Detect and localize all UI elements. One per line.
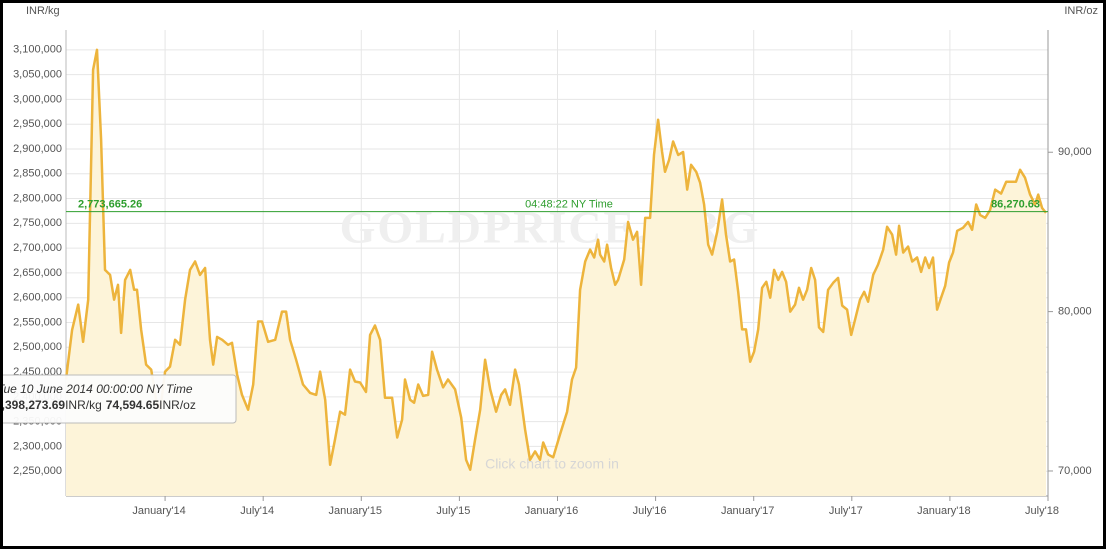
y-tick-label: 2,750,000 (13, 217, 62, 229)
x-tick-label: January'16 (525, 505, 578, 517)
y-tick-label: 3,100,000 (13, 44, 62, 56)
x-tick-label: July'15 (436, 505, 470, 517)
tooltip-box (0, 374, 237, 424)
y-tick-label: 2,650,000 (13, 267, 62, 279)
x-tick-label: July'16 (633, 505, 667, 517)
y2-tick-label: 70,000 (1058, 465, 1092, 477)
y-tick-label: 2,250,000 (13, 465, 62, 477)
tooltip-oz: 74,594.65 (106, 398, 160, 412)
tooltip: Tue 10 June 2014 00:00:00 NY Time 2,398,… (0, 374, 237, 424)
x-tick-label: July'18 (1025, 505, 1059, 517)
x-tick-label: July'14 (240, 505, 274, 517)
y-tick-label: 2,700,000 (13, 242, 62, 254)
y-tick-label: 2,500,000 (13, 341, 62, 353)
y-tick-label: 2,600,000 (13, 292, 62, 304)
annotations: 04:48:22 NY Time 2,773,665.26 86,270.63 (78, 199, 1040, 211)
y-axis-label: INR/kg (26, 5, 60, 17)
y-tick-label: 3,000,000 (13, 93, 62, 105)
y-tick-label: 3,050,000 (13, 69, 62, 81)
tooltip-title: Tue 10 June 2014 00:00:00 NY Time (0, 382, 193, 396)
plot (64, 48, 1048, 497)
tooltip-kg: 2,398,273.69 (0, 398, 65, 412)
x-tick-label: January'17 (721, 505, 774, 517)
area (66, 49, 1046, 497)
y-tick-label: 2,800,000 (13, 192, 62, 204)
x-tick-label: January'18 (917, 505, 970, 517)
y-tick-label: 2,950,000 (13, 118, 62, 130)
y-tick-label: 2,850,000 (13, 168, 62, 180)
y-tick-label: 2,550,000 (13, 316, 62, 328)
y2-tick-label: 80,000 (1058, 306, 1092, 318)
current-price-label: 2,773,665.26 (78, 199, 142, 211)
x-tick-label: January'15 (329, 505, 382, 517)
tooltip-values: 2,398,273.69INR/kg 74,594.65INR/oz (0, 398, 196, 412)
current-price-oz-label: 86,270.63 (991, 199, 1040, 211)
y2-tick-label: 90,000 (1058, 146, 1092, 158)
x-tick-label: July'17 (829, 505, 863, 517)
zoom-hint[interactable]: Click chart to zoom in (485, 456, 619, 472)
price-line (64, 48, 1047, 471)
tooltip-kg-unit: INR/kg (65, 398, 102, 412)
y-tick-label: 2,300,000 (13, 440, 62, 452)
tooltip-oz-unit: INR/oz (159, 398, 196, 412)
y2-axis-label: INR/oz (1064, 5, 1098, 17)
x-tick-label: January'14 (132, 505, 185, 517)
y-tick-label: 2,900,000 (13, 143, 62, 155)
current-time: 04:48:22 NY Time (525, 199, 613, 211)
